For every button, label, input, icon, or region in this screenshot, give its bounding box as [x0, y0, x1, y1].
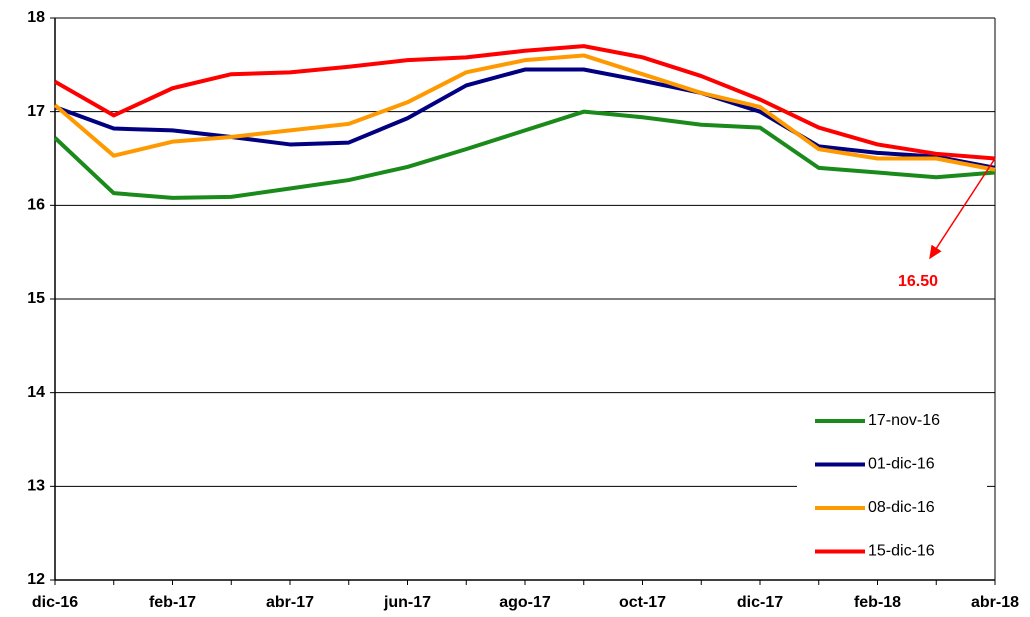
x-tick-label: ago-17 [499, 594, 551, 611]
y-tick-label: 15 [27, 290, 45, 307]
y-tick-label: 13 [27, 478, 45, 495]
x-tick-label: jun-17 [383, 594, 431, 611]
annotation-arrow [929, 158, 996, 260]
legend: 17-nov-16 01-dic-16 08-dic-16 15-dic-16 [797, 398, 987, 574]
series-line [53, 53, 996, 172]
legend-label: 08-dic-16 [868, 499, 935, 516]
legend-label: 15-dic-16 [868, 543, 935, 560]
legend-label: 01-dic-16 [868, 456, 935, 473]
y-tick-label: 18 [27, 9, 45, 26]
x-tick-label: feb-17 [149, 594, 196, 611]
y-tick-label: 16 [27, 197, 45, 214]
x-tick-label: dic-16 [32, 594, 78, 611]
x-tick-label: dic-17 [737, 594, 783, 611]
annotation-text: 16.50 [898, 273, 938, 290]
y-tick-label: 12 [27, 571, 45, 588]
series-line [54, 44, 996, 161]
y-tick-label: 17 [27, 103, 45, 120]
x-tick-label: abr-18 [971, 594, 1019, 611]
legend-box [797, 398, 987, 574]
x-tick-label: feb-18 [854, 594, 901, 611]
series-line [53, 109, 996, 200]
x-tick-label: oct-17 [619, 594, 666, 611]
y-tick-label: 14 [27, 384, 45, 401]
legend-label: 17-nov-16 [868, 412, 940, 429]
x-tick-label: abr-17 [266, 594, 314, 611]
series-line [54, 67, 996, 170]
